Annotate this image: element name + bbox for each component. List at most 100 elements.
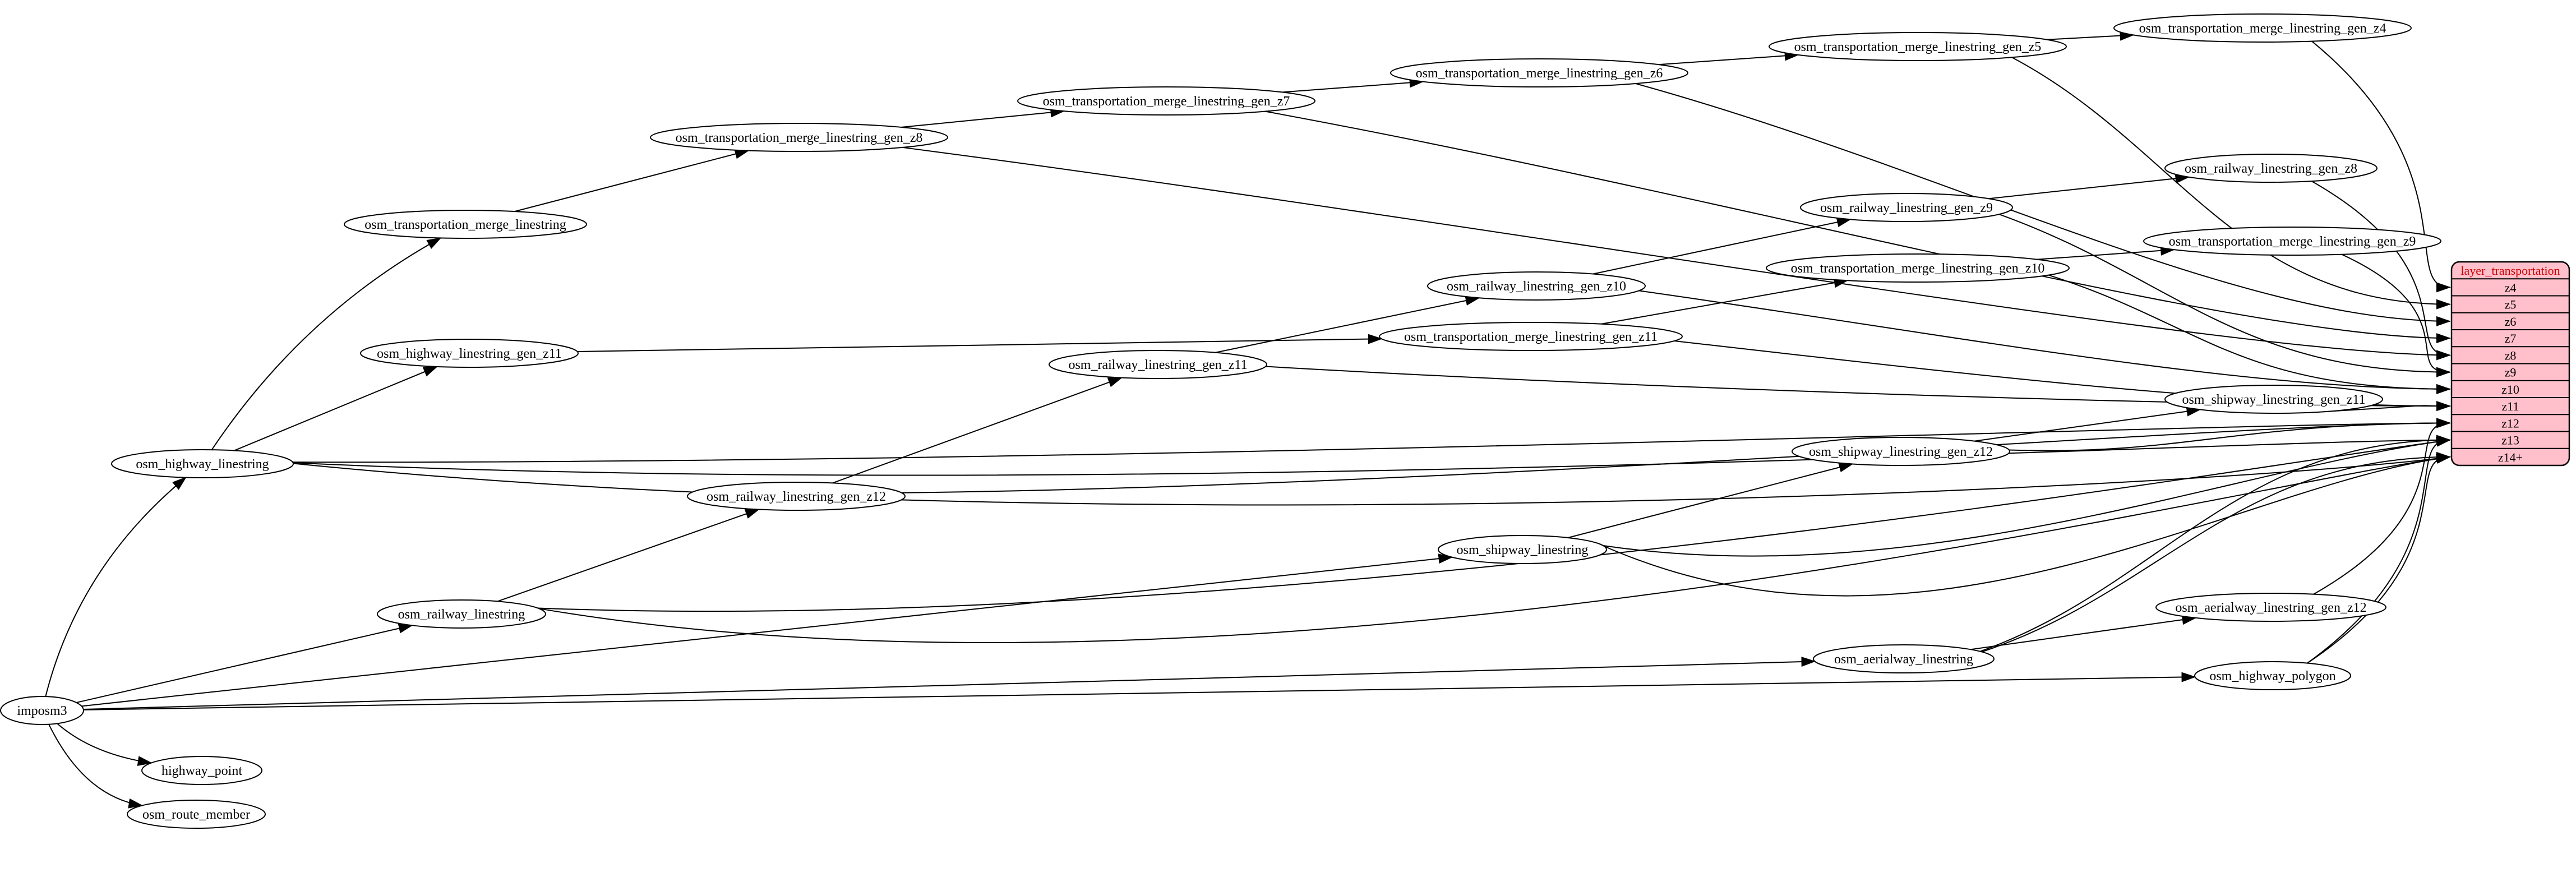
- node-label-imposm3: imposm3: [17, 704, 67, 718]
- edge-osm_aerialway_linestring-to-osm_aerialway_linestring_gen_z12: [1970, 615, 2197, 650]
- node-label-osm_railway_linestring_gen_z10: osm_railway_linestring_gen_z10: [1447, 279, 1626, 294]
- node-ellipse-osm_aerialway_linestring_gen_z12: [2155, 593, 2386, 622]
- table-row-z10: z10: [2501, 382, 2519, 396]
- node-label-osm_transportation_merge_linestring_gen_z11: osm_transportation_merge_linestring_gen_…: [1404, 330, 1658, 344]
- node-ellipse-osm_route_member: [127, 800, 266, 829]
- edge-osm_highway_linestring_gen_z11-to-osm_transportation_merge_linestring_gen_z11: [577, 334, 1383, 352]
- edge-osm_railway_linestring_gen_z9-to-osm_railway_linestring_gen_z8: [1988, 173, 2190, 200]
- node-osm_shipway_linestring_gen_z12: osm_shipway_linestring_gen_z12: [1792, 437, 2010, 466]
- edge-osm_transportation_merge_linestring_gen_z9-to-row-z9: [2341, 253, 2451, 377]
- node-label-osm_transportation_merge_linestring_gen_z9: osm_transportation_merge_linestring_gen_…: [2169, 234, 2416, 249]
- edge-osm_transportation_merge_linestring_gen_z6-to-osm_transportation_merge_linestring_gen_z5: [1659, 50, 1799, 66]
- node-label-highway_point: highway_point: [161, 764, 242, 778]
- edge-osm_highway_linestring-to-row-z14+: [293, 454, 2451, 506]
- table-row-z14+: z14+: [2498, 450, 2523, 464]
- edge-osm_highway_linestring-to-row-z12: [292, 418, 2451, 463]
- node-ellipse-osm_transportation_merge_linestring_gen_z7: [1017, 86, 1315, 116]
- node-osm_highway_polygon: osm_highway_polygon: [2194, 661, 2351, 690]
- edge-imposm3-to-osm_route_member: [48, 724, 144, 809]
- edge-imposm3-to-osm_railway_linestring: [76, 623, 413, 703]
- edge-osm_transportation_merge_linestring_gen_z7-to-row-z7: [1265, 110, 2451, 344]
- edge-osm_transportation_merge_linestring_gen_z5-to-osm_transportation_merge_linestring_gen_z4: [2047, 30, 2135, 41]
- edge-osm_transportation_merge_linestring_gen_z11-to-osm_transportation_merge_linestring_gen_z10: [1601, 278, 1849, 325]
- edge-osm_transportation_merge_linestring_gen_z8-to-osm_transportation_merge_linestring_gen_z7: [901, 107, 1065, 128]
- edge-osm_transportation_merge_linestring_gen_z8-to-row-z8: [902, 146, 2451, 361]
- node-label-osm_railway_linestring_gen_z8: osm_railway_linestring_gen_z8: [2185, 161, 2357, 176]
- edge-osm_transportation_merge_linestring_gen_z5-to-row-z5: [2011, 57, 2451, 310]
- node-label-osm_railway_linestring: osm_railway_linestring: [398, 607, 525, 622]
- edge-osm_shipway_linestring_gen_z11-to-row-z11: [2315, 401, 2451, 413]
- node-osm_highway_linestring: osm_highway_linestring: [111, 449, 294, 478]
- edge-osm_railway_linestring_gen_z8-to-row-z8: [2311, 181, 2451, 361]
- node-osm_transportation_merge_linestring_gen_z6: osm_transportation_merge_linestring_gen_…: [1390, 58, 1688, 87]
- nodes-layer: imposm3 osm_highway_linestring highway_poi…: [0, 13, 2441, 829]
- node-ellipse-osm_railway_linestring_gen_z12: [687, 482, 906, 511]
- node-label-osm_transportation_merge_linestring_gen_z7: osm_transportation_merge_linestring_gen_…: [1043, 94, 1290, 109]
- edge-osm_highway_linestring-to-osm_highway_linestring_gen_z11: [234, 366, 438, 451]
- node-imposm3: imposm3: [0, 696, 84, 725]
- table-row-z9: z9: [2505, 366, 2517, 380]
- node-label-osm_aerialway_linestring_gen_z12: osm_aerialway_linestring_gen_z12: [2175, 601, 2366, 615]
- node-label-osm_transportation_merge_linestring_gen_z5: osm_transportation_merge_linestring_gen_…: [1794, 40, 2042, 54]
- node-ellipse-osm_transportation_merge_linestring_gen_z8: [650, 123, 948, 152]
- table-row-z4: z4: [2505, 280, 2517, 294]
- node-ellipse-osm_shipway_linestring: [1438, 535, 1607, 564]
- edge-osm_railway_linestring_gen_z12-to-row-z12: [902, 418, 2451, 493]
- node-label-osm_transportation_merge_linestring_gen_z4: osm_transportation_merge_linestring_gen_…: [2139, 21, 2386, 36]
- edge-imposm3-to-osm_highway_linestring: [45, 477, 187, 697]
- node-highway_point: highway_point: [141, 756, 262, 785]
- edge-osm_highway_polygon-to-row-z14+: [2307, 451, 2451, 664]
- node-ellipse-osm_highway_polygon: [2194, 661, 2351, 690]
- edge-osm_highway_linestring-to-row-z13: [293, 435, 2451, 476]
- table-title: layer_transportation: [2460, 264, 2560, 278]
- node-osm_transportation_merge_linestring_gen_z4: osm_transportation_merge_linestring_gen_…: [2113, 13, 2412, 43]
- node-ellipse-osm_aerialway_linestring: [1813, 644, 1995, 673]
- edge-osm_shipway_linestring_gen_z12-to-osm_shipway_linestring_gen_z11: [1974, 406, 2201, 442]
- node-ellipse-imposm3: [0, 696, 84, 725]
- node-label-osm_transportation_merge_linestring_gen_z6: osm_transportation_merge_linestring_gen_…: [1416, 66, 1663, 81]
- edge-osm_transportation_merge_linestring_gen_z10-to-osm_transportation_merge_linestring_gen_z9: [2037, 245, 2176, 260]
- edge-osm_shipway_linestring-to-row-z14+: [1604, 454, 2451, 597]
- node-ellipse-osm_transportation_merge_linestring: [344, 210, 587, 239]
- node-osm_transportation_merge_linestring: osm_transportation_merge_linestring: [344, 210, 587, 239]
- node-ellipse-osm_railway_linestring_gen_z9: [1800, 193, 2013, 222]
- edge-imposm3-to-highway_point: [57, 723, 153, 766]
- node-label-osm_transportation_merge_linestring: osm_transportation_merge_linestring: [364, 218, 566, 232]
- node-osm_shipway_linestring: osm_shipway_linestring: [1438, 535, 1607, 564]
- node-osm_route_member: osm_route_member: [127, 800, 266, 829]
- node-osm_aerialway_linestring_gen_z12: osm_aerialway_linestring_gen_z12: [2155, 593, 2386, 622]
- node-osm_railway_linestring_gen_z11: osm_railway_linestring_gen_z11: [1049, 350, 1267, 379]
- node-osm_shipway_linestring_gen_z11: osm_shipway_linestring_gen_z11: [2164, 385, 2383, 414]
- node-osm_railway_linestring_gen_z10: osm_railway_linestring_gen_z10: [1427, 271, 1646, 301]
- node-label-osm_shipway_linestring: osm_shipway_linestring: [1457, 543, 1589, 557]
- node-osm_transportation_merge_linestring_gen_z11: osm_transportation_merge_linestring_gen_…: [1379, 322, 1683, 351]
- table-row-z7: z7: [2505, 331, 2517, 345]
- edge-osm_transportation_merge_linestring_gen_z4-to-row-z4: [2311, 40, 2451, 293]
- table-row-z12: z12: [2501, 416, 2519, 430]
- node-label-osm_highway_linestring_gen_z11: osm_highway_linestring_gen_z11: [377, 347, 562, 361]
- node-ellipse-osm_transportation_merge_linestring_gen_z10: [1766, 253, 2070, 283]
- edge-imposm3-to-osm_highway_polygon: [83, 672, 2196, 710]
- edge-osm_transportation_merge_linestring_gen_z6-to-row-z6: [1635, 83, 2451, 326]
- edge-osm_railway_linestring_gen_z11-to-osm_railway_linestring_gen_z10: [1215, 296, 1480, 353]
- edge-osm_shipway_linestring_gen_z12-to-row-z12: [2009, 418, 2451, 451]
- node-ellipse-osm_highway_linestring: [111, 449, 294, 478]
- node-ellipse-osm_railway_linestring: [377, 599, 546, 629]
- edge-osm_shipway_linestring-to-osm_shipway_linestring_gen_z12: [1567, 462, 1854, 538]
- node-ellipse-osm_railway_linestring_gen_z11: [1049, 350, 1267, 379]
- table-row-z8: z8: [2505, 348, 2517, 362]
- edge-imposm3-to-osm_aerialway_linestring: [83, 657, 1816, 710]
- edge-osm_railway_linestring-to-row-z13: [537, 436, 2451, 612]
- node-ellipse-osm_railway_linestring_gen_z10: [1427, 271, 1646, 301]
- node-osm_railway_linestring_gen_z8: osm_railway_linestring_gen_z8: [2164, 154, 2378, 183]
- edge-osm_aerialway_linestring-to-row-z13: [1979, 435, 2451, 652]
- node-label-osm_shipway_linestring_gen_z12: osm_shipway_linestring_gen_z12: [1809, 445, 1993, 459]
- node-label-osm_railway_linestring_gen_z9: osm_railway_linestring_gen_z9: [1820, 201, 1993, 215]
- node-ellipse-osm_shipway_linestring_gen_z12: [1792, 437, 2010, 466]
- edge-imposm3-to-osm_shipway_linestring: [81, 553, 1453, 707]
- node-label-osm_highway_polygon: osm_highway_polygon: [2209, 669, 2335, 684]
- table-row-z11: z11: [2502, 399, 2519, 413]
- edge-osm_railway_linestring-to-osm_railway_linestring_gen_z12: [497, 509, 760, 602]
